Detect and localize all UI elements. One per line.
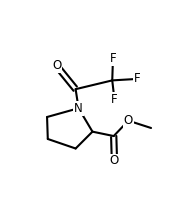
Text: O: O <box>110 155 119 167</box>
Text: F: F <box>110 52 116 65</box>
Text: F: F <box>134 72 140 85</box>
Text: N: N <box>74 102 83 115</box>
Text: O: O <box>52 59 61 72</box>
Text: O: O <box>124 114 133 127</box>
Text: F: F <box>111 93 118 106</box>
